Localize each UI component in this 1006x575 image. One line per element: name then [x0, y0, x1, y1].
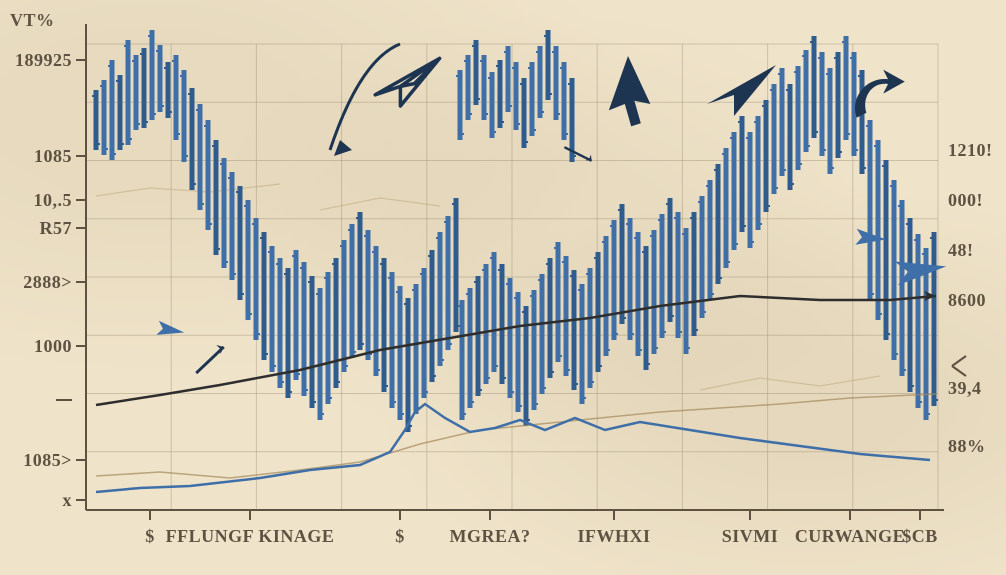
chart-container: { "chart": { "type": "candlestick-style-… — [0, 0, 1006, 575]
y-left-label: 189925 — [15, 50, 72, 70]
paper-plane-outline-icon — [375, 58, 439, 106]
blue-curve — [96, 404, 930, 492]
y-right-label: 000! — [948, 190, 983, 210]
y-left-label: 1085> — [23, 450, 72, 470]
arc-decoration — [330, 44, 400, 150]
y-right-label: 8600 — [948, 290, 986, 310]
cursor-arrow-dark — [609, 56, 651, 126]
y-right-label: 88% — [948, 436, 986, 456]
y-left-label: 1000 — [34, 336, 72, 356]
grid — [86, 44, 938, 510]
x-label: MGREA? — [450, 526, 531, 546]
y-left-label: R57 — [40, 218, 73, 238]
y-right-label: 1210! — [948, 140, 993, 160]
price-bars — [92, 30, 938, 432]
y-right-label: 39,4 — [948, 378, 982, 398]
x-label: $ — [395, 526, 405, 546]
x-label: SIVMI — [722, 526, 779, 546]
x-label: IFWHXI — [577, 526, 650, 546]
y-left-label: x — [63, 490, 73, 510]
chart-svg: 189925 1085 10,.5 R57 2888> 1000 1085> x 1210! 00… — [0, 0, 1006, 575]
corner-label: VT% — [10, 10, 55, 30]
y-left-label: 2888> — [23, 272, 72, 292]
x-label: $ — [145, 526, 155, 546]
x-label: FFLUNGF KINAGE — [166, 526, 335, 546]
y-left-label: 10,.5 — [34, 190, 73, 210]
x-label: $CB — [902, 526, 938, 546]
x-label: CURWANGE — [795, 526, 905, 546]
stroke-arrow-1 — [189, 342, 229, 373]
stroke-arrow-2 — [564, 138, 594, 168]
y-left-label: 1085 — [34, 146, 72, 166]
y-right-label: 48! — [948, 240, 974, 260]
